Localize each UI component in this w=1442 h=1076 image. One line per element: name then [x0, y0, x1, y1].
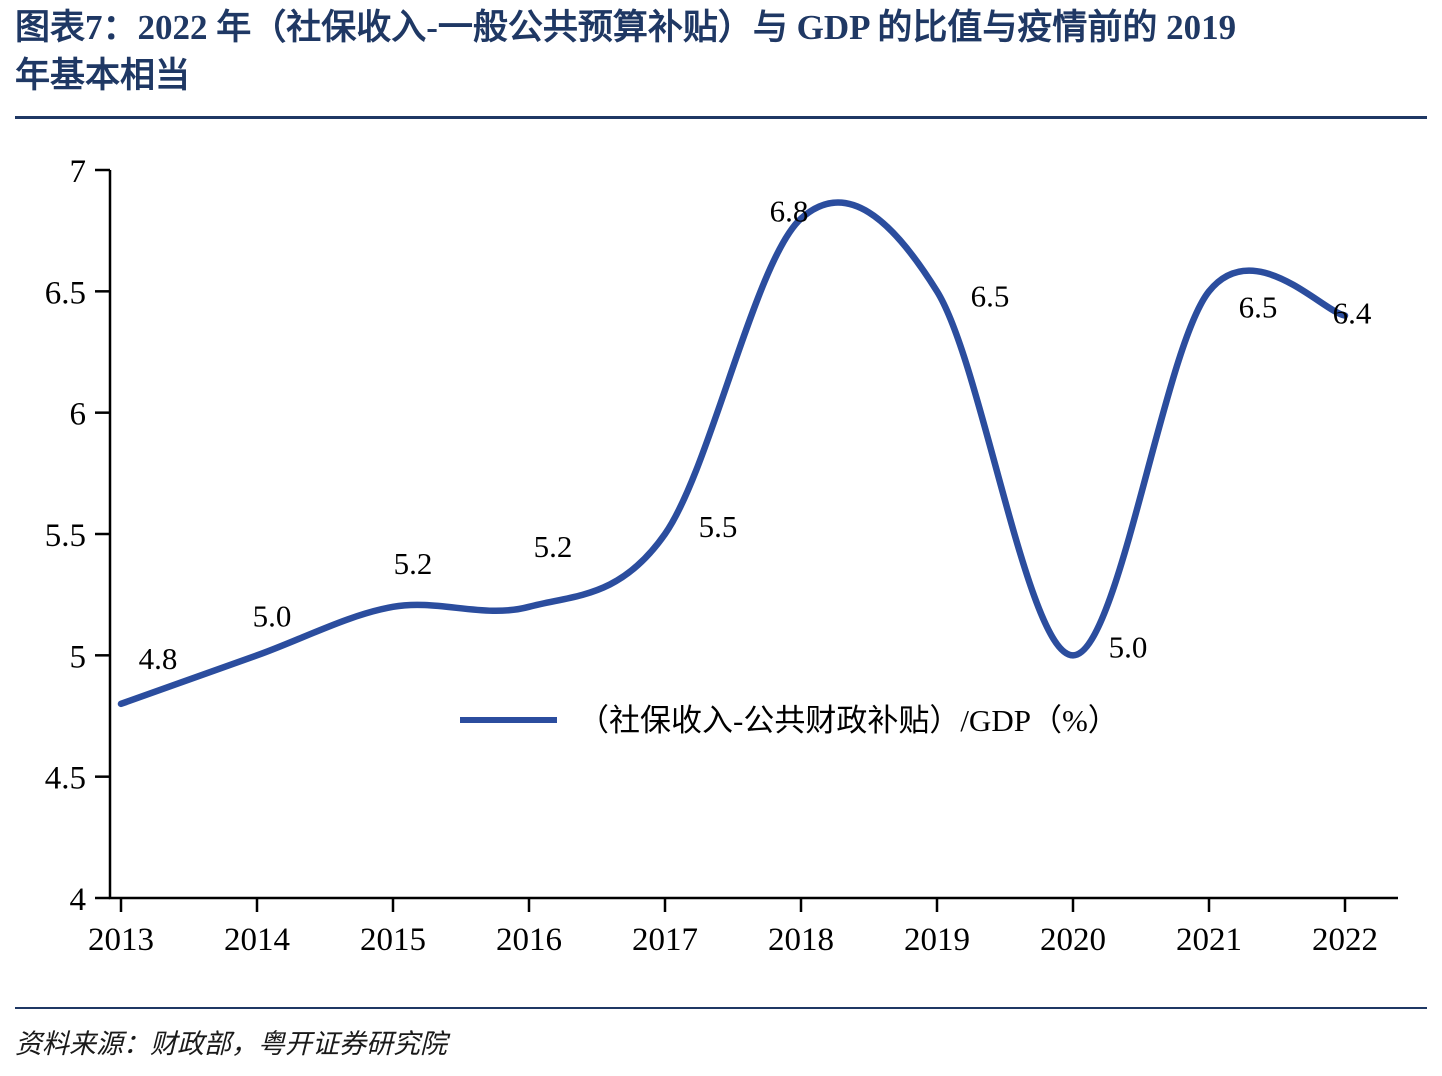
- data-label: 5.0: [253, 598, 292, 633]
- data-label: 6.4: [1333, 296, 1372, 331]
- x-tick-label: 2015: [360, 922, 426, 958]
- x-tick-label: 2018: [768, 922, 834, 958]
- data-label: 6.5: [971, 278, 1010, 313]
- chart-title: 图表7：2022 年（社保收入-一般公共预算补贴）与 GDP 的比值与疫情前的 …: [15, 4, 1427, 101]
- y-tick-label: 4.5: [45, 761, 86, 797]
- x-tick-label: 2022: [1312, 922, 1378, 958]
- data-label: 6.5: [1239, 289, 1278, 324]
- y-tick-label: 5: [70, 639, 87, 675]
- data-label: 5.2: [534, 529, 573, 564]
- y-tick-label: 6.5: [45, 275, 86, 311]
- series-curve: [117, 199, 1349, 708]
- legend-label: （社保收入-公共财政补贴）/GDP（%）: [578, 703, 1119, 738]
- x-tick-label: 2014: [224, 922, 290, 958]
- axis-frame: [108, 170, 1398, 900]
- axes: 4 4.5 5 5.5 6 6.5 7 2013 2014 2015 2016 2017 2018 201…: [45, 154, 1398, 958]
- x-tick-label: 2021: [1176, 922, 1242, 958]
- chart-title-line-2: 年基本相当: [15, 56, 191, 96]
- data-label: 6.8: [770, 194, 809, 229]
- y-tick-label: 6: [70, 397, 87, 433]
- x-tick-label: 2016: [496, 922, 562, 958]
- data-label: 4.8: [139, 641, 178, 676]
- footer-divider: [15, 1007, 1427, 1009]
- series-path: [117, 199, 1349, 708]
- chart-title-line-1: 图表7：2022 年（社保收入-一般公共预算补贴）与 GDP 的比值与疫情前的 …: [15, 8, 1237, 47]
- x-tick-label: 2019: [904, 922, 970, 958]
- y-tick-label: 7: [70, 154, 87, 190]
- title-divider: [15, 116, 1427, 119]
- x-tick-label: 2017: [632, 922, 698, 958]
- x-tick-label: 2020: [1040, 922, 1106, 958]
- y-tick-label: 5.5: [45, 518, 86, 554]
- point-labels: 4.8 5.0 5.2 5.2 5.5 6.8 6.5 5.0 6.5 6.4: [139, 194, 1372, 676]
- x-tick-label: 2013: [88, 922, 154, 958]
- data-label: 5.0: [1109, 629, 1148, 664]
- data-label: 5.2: [394, 546, 433, 581]
- legend: （社保收入-公共财政补贴）/GDP（%）: [460, 703, 1119, 738]
- y-tick-label: 4: [70, 882, 87, 918]
- source-note: 资料来源：财政部，粤开证券研究院: [15, 1029, 447, 1059]
- line-chart: 4 4.5 5 5.5 6 6.5 7 2013 2014 2015 2016 2017 2018 201…: [45, 154, 1398, 958]
- data-label: 5.5: [699, 509, 738, 544]
